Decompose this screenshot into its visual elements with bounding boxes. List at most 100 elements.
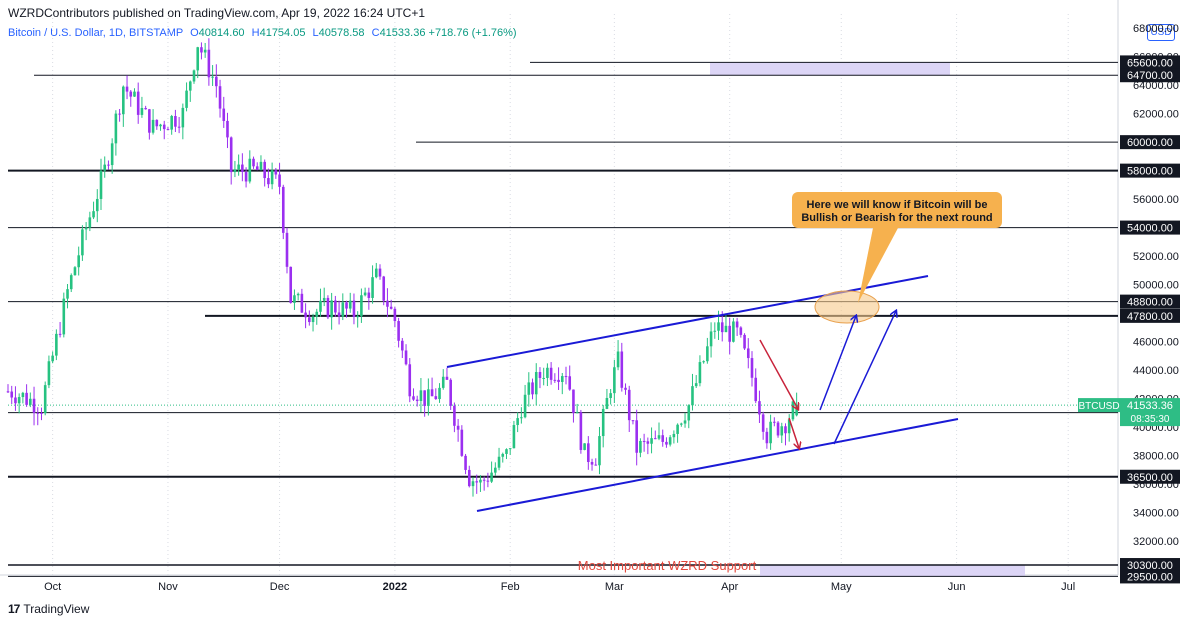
candle-body [32,398,36,413]
candle-body [453,405,456,426]
candle-body [378,268,382,277]
candle-body [300,293,304,313]
candle-body [776,422,780,436]
candle-body [694,383,698,387]
currency-button[interactable]: USD [1147,24,1175,41]
candle-body [683,420,687,424]
candle-body [322,297,326,301]
candle-body [412,396,415,400]
level-tag-label: 29500.00 [1127,571,1173,583]
resistance-zone [710,62,950,76]
candle-body [308,317,311,323]
candle-body [702,361,705,363]
candle-body [62,298,66,335]
time-tick-label: Jul [1061,581,1075,593]
candle-body [311,316,315,323]
candle-body [248,158,252,182]
candle-body [665,441,668,445]
candle-body [99,170,103,199]
candle-body [263,161,266,179]
open-label: O [190,27,199,39]
candle-body [330,300,333,318]
candle-body [304,312,307,318]
candle-body [14,397,17,404]
candle-body [215,76,218,87]
candle-body [750,358,754,378]
candle-body [542,377,545,379]
candle-body [769,421,772,444]
candle-body [594,464,598,466]
high-value: 41754.05 [259,27,306,39]
candle-body [579,412,583,450]
channel-lower-line [476,418,959,512]
level-tag-label: 30300.00 [1127,560,1173,572]
candle-body [471,481,475,487]
candle-body [698,362,702,384]
candle-body [196,47,200,71]
time-tick-label: Oct [44,581,61,593]
candle-body [691,386,694,406]
candle-body [642,440,646,442]
candle-body [494,467,497,473]
candle-body [374,268,378,278]
candle-body [118,113,121,115]
candle-body [486,480,490,482]
candle-body [315,311,319,317]
candle-body [631,420,635,422]
time-tick-label: May [831,581,852,593]
level-tag [1120,163,1180,178]
candle-body [713,330,717,332]
candle-body [6,391,10,393]
candle-body [133,91,136,97]
tradingview-brand[interactable]: 17 TradingView [8,602,89,616]
level-tag [1120,55,1180,70]
candle-body [241,164,244,172]
candle-body [739,327,743,335]
price-tick-label: 34000.00 [1133,507,1179,519]
candle-body [653,438,657,440]
level-zones [710,62,1025,577]
candle-body [337,312,341,317]
candle-body [397,321,400,341]
time-tick-label: Jun [948,581,966,593]
candle-body [419,390,423,402]
candle-body [735,321,739,328]
candle-body [761,414,765,432]
candle-body [144,108,147,110]
symbol-name[interactable]: Bitcoin / U.S. Dollar, 1D, BITSTAMP [8,27,184,39]
candle-body [107,164,110,166]
candle-body [274,170,278,175]
candle-body [635,420,638,453]
candle-body [360,295,363,317]
price-tag-label: 41533.36 [1127,400,1173,412]
price-tick-label: 62000.00 [1133,109,1179,121]
level-tag [1120,308,1180,323]
candle-body [389,306,393,309]
candle-body [464,455,467,470]
candle-body [185,90,188,108]
candle-body [460,429,464,456]
candle-body [676,424,679,434]
candle-body [568,376,572,390]
level-tag-label: 48800.00 [1127,297,1173,309]
grid-lines [0,0,1119,576]
low-label: L [312,27,319,39]
level-tag [1120,569,1180,584]
candle-body [319,300,322,312]
candle-body [122,86,125,115]
blue-arrow-up-1 [819,316,856,411]
candle-body [103,164,107,171]
candle-body [47,361,51,386]
candle-body [393,308,397,322]
candle-body [523,394,527,418]
candle-body [255,166,259,170]
candle-body [508,448,512,450]
level-tag [1120,68,1180,83]
symbol-tag-label: BTCUSD [1078,401,1119,412]
candle-body [572,389,575,414]
price-tick-label: 68000.00 [1133,23,1179,35]
candle-body [222,108,226,121]
candle-body [326,297,330,318]
candle-body [520,417,523,419]
